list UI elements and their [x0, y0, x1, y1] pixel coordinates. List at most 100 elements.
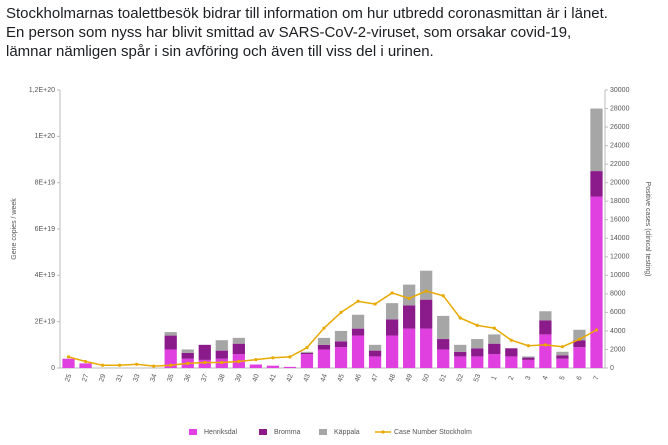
bar-segment: [420, 270, 433, 300]
bar-segment: [437, 315, 450, 340]
x-tick-label: 37: [200, 373, 209, 383]
y2-tick-label: 14000: [610, 235, 630, 242]
line-point: [424, 289, 428, 293]
line-point: [356, 299, 360, 303]
bar-segment: [454, 344, 467, 352]
x-tick-label: 39: [235, 373, 244, 383]
bar-segment: [488, 343, 501, 355]
line-point: [509, 338, 513, 342]
bar-segment: [488, 334, 501, 344]
post-line: Stockholmarnas toalettbesök bidrar till …: [6, 5, 608, 22]
bar-segment: [317, 337, 331, 345]
bar-segment: [420, 328, 433, 368]
x-tick-label: 6: [576, 375, 584, 381]
line-point: [339, 310, 343, 314]
x-tick-label: 29: [98, 373, 107, 383]
bar-segment: [351, 335, 365, 368]
line-point: [135, 362, 139, 366]
bar-segment: [215, 350, 228, 359]
y-tick-label: 1E+20: [35, 133, 56, 140]
legend-swatch: [189, 429, 197, 435]
bar-segment: [283, 366, 297, 368]
x-tick-label: 5: [559, 375, 567, 381]
bar-segment: [403, 328, 416, 368]
bar-segment: [79, 363, 92, 368]
line-point: [100, 363, 105, 367]
bar-segment: [198, 344, 211, 360]
bar-segment: [437, 349, 450, 368]
line-point: [475, 323, 479, 327]
bar-segment: [385, 303, 399, 320]
bar-segment: [62, 358, 75, 368]
y-tick-label: 1,2E+20: [29, 87, 55, 94]
x-tick-label: 41: [269, 373, 278, 383]
x-tick-label: 1: [491, 375, 499, 381]
line-point: [118, 363, 122, 367]
bar-segment: [334, 341, 348, 348]
bar-segment: [403, 305, 416, 329]
y2-tick-label: 28000: [610, 105, 630, 112]
post-line: En person som nyss har blivit smittad av…: [6, 24, 572, 41]
y2-tick-label: 2000: [610, 346, 626, 353]
bar-segment: [164, 335, 177, 350]
line-point: [288, 355, 292, 359]
bar-segment: [368, 356, 382, 368]
line-point: [577, 337, 582, 341]
x-tick-label: 44: [320, 373, 329, 383]
bar-segment: [300, 351, 314, 353]
y2-tick-label: 0: [610, 365, 614, 372]
legend-label: Bromma: [274, 429, 301, 436]
legend-swatch: [319, 429, 327, 435]
bar-segment: [266, 365, 280, 368]
x-tick-label: 52: [456, 373, 465, 383]
y-tick-label: 6E+19: [35, 226, 56, 233]
x-tick-label: 4: [542, 375, 550, 381]
bar-segment: [556, 351, 569, 356]
x-tick-label: 47: [371, 373, 380, 383]
bar-segment: [522, 359, 535, 368]
bar-segment: [164, 332, 177, 336]
line-point: [407, 296, 411, 301]
bar-segment: [437, 339, 450, 350]
x-tick-label: 31: [115, 373, 124, 383]
bar-segment: [317, 349, 331, 368]
bar-segment: [368, 344, 382, 351]
y2-tick-label: 12000: [610, 254, 630, 261]
x-tick-label: 35: [166, 373, 175, 383]
line-point: [220, 360, 224, 365]
line-point: [373, 302, 377, 306]
x-tick-label: 43: [303, 373, 312, 383]
bar-segment: [505, 356, 518, 368]
x-tick-label: 3: [525, 375, 533, 381]
x-tick-label: 45: [337, 373, 346, 383]
bar-segment: [181, 352, 194, 359]
bar-segment: [590, 171, 603, 197]
x-tick-label: 34: [149, 373, 158, 383]
bar-segment: [232, 343, 245, 355]
x-tick-label: 27: [81, 373, 90, 383]
line-point: [152, 364, 156, 368]
y2-tick-label: 18000: [610, 198, 630, 205]
line-point: [83, 359, 88, 364]
legend-swatch: [381, 430, 385, 434]
y2-tick-label: 20000: [610, 180, 630, 187]
x-tick-label: 38: [217, 373, 226, 383]
line-point: [390, 291, 394, 295]
line-point: [322, 326, 326, 330]
line-point: [186, 361, 190, 365]
bar-segment: [351, 314, 365, 329]
legend-label: Case Number Stockholm: [394, 429, 472, 436]
post-line: lämnar nämligen spår i sin avföring och …: [6, 43, 434, 60]
bar-segment: [590, 196, 603, 368]
y2-tick-label: 8000: [610, 291, 626, 298]
bar-segment: [249, 364, 262, 368]
bar-segment: [539, 334, 552, 368]
bar-segment: [181, 349, 194, 353]
y2-tick-label: 24000: [610, 142, 630, 149]
y2-axis-label: Positive cases (clinical testing): [644, 182, 651, 277]
bar-segment: [573, 340, 586, 348]
line-point: [543, 343, 547, 347]
y-tick-label: 0: [51, 365, 55, 372]
line-point: [526, 344, 530, 348]
